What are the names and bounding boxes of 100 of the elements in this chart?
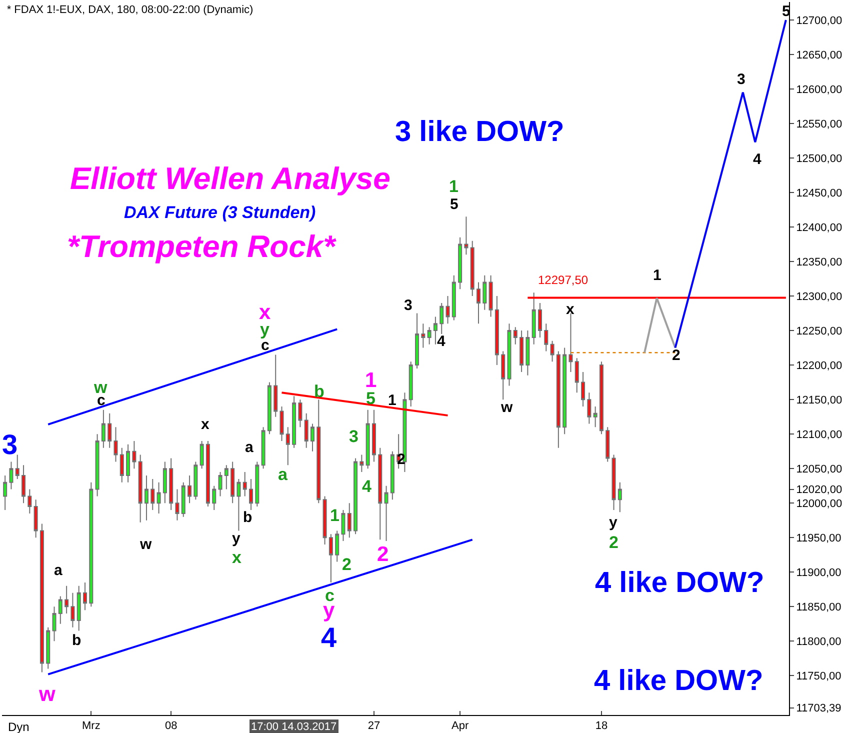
candlestick bbox=[132, 440, 136, 470]
candlestick bbox=[255, 461, 260, 508]
candlestick bbox=[366, 409, 370, 470]
annotation: 2 bbox=[342, 555, 352, 574]
y-tick-label: 12300,00 bbox=[796, 290, 842, 303]
annotation: 12297,50 bbox=[538, 273, 588, 287]
candlestick bbox=[427, 326, 432, 345]
candlestick bbox=[114, 426, 118, 462]
candlestick bbox=[390, 450, 394, 500]
candlestick bbox=[156, 482, 161, 514]
candlestick bbox=[267, 382, 272, 435]
y-tick-label: 12250,00 bbox=[796, 325, 842, 338]
candlestick bbox=[568, 312, 573, 372]
candlestick bbox=[526, 330, 530, 376]
candlestick bbox=[532, 292, 536, 345]
y-tick-label: 11750,00 bbox=[796, 670, 842, 683]
candlestick bbox=[280, 406, 284, 442]
candlestick bbox=[310, 423, 314, 452]
candlestick bbox=[175, 488, 180, 521]
candlestick bbox=[470, 240, 474, 297]
candlestick bbox=[101, 409, 106, 448]
candlestick bbox=[9, 461, 14, 490]
annotation: 4 like DOW? bbox=[595, 567, 764, 599]
candlestick bbox=[378, 447, 382, 540]
candlestick bbox=[138, 454, 142, 523]
candlestick bbox=[304, 412, 308, 448]
y-tick-label: 11950,00 bbox=[796, 532, 842, 544]
candlestick bbox=[181, 482, 186, 518]
y-tick-label: 12100,00 bbox=[796, 428, 842, 441]
x-tick-label: Apr bbox=[451, 720, 469, 732]
annotation: a bbox=[54, 562, 63, 579]
candlestick bbox=[341, 510, 346, 542]
annotation: 3 bbox=[2, 429, 18, 460]
candlestick bbox=[354, 458, 358, 535]
candlestick bbox=[206, 440, 210, 508]
candlestick bbox=[421, 323, 426, 348]
annotation: 1 bbox=[653, 267, 662, 284]
candlestick bbox=[408, 361, 413, 407]
annotation: a bbox=[278, 465, 288, 484]
x-tick-label: 27 bbox=[368, 720, 380, 732]
candlestick bbox=[550, 340, 554, 362]
y-tick-label: 11850,00 bbox=[796, 601, 842, 614]
candlestick bbox=[298, 399, 302, 428]
candlestick bbox=[236, 478, 241, 532]
annotation: b bbox=[243, 509, 252, 526]
candlestick bbox=[40, 523, 44, 673]
annotation: 3 like DOW? bbox=[395, 116, 564, 148]
candlestick bbox=[562, 347, 567, 435]
candlestick bbox=[372, 409, 376, 462]
y-tick-label: 12450,00 bbox=[796, 187, 842, 200]
annotation: c bbox=[261, 337, 270, 354]
annotation: c bbox=[325, 586, 334, 605]
y-tick-label: 12200,00 bbox=[796, 360, 842, 372]
line-series bbox=[674, 18, 787, 349]
annotation: 2 bbox=[397, 451, 406, 468]
annotation: 2 bbox=[672, 347, 680, 364]
annotation: 3 bbox=[349, 427, 358, 446]
candlestick bbox=[120, 447, 124, 483]
candlestick bbox=[618, 482, 622, 513]
candlestick bbox=[606, 426, 610, 462]
y-tick-label: 12350,00 bbox=[796, 256, 842, 268]
candlestick bbox=[599, 361, 604, 435]
candlestick bbox=[328, 534, 333, 583]
candlestick bbox=[513, 326, 518, 345]
candlestick bbox=[274, 354, 278, 418]
annotation: x bbox=[566, 301, 575, 318]
candlestick bbox=[58, 596, 62, 624]
candlestick bbox=[200, 440, 204, 470]
candlestick bbox=[360, 454, 364, 473]
y-tick-label: 12550,00 bbox=[796, 118, 842, 130]
x-tick-label: 08 bbox=[164, 720, 178, 732]
candlestick bbox=[126, 444, 130, 483]
candlestick bbox=[76, 585, 81, 632]
annotation: 3 bbox=[737, 71, 746, 88]
annotation: b bbox=[72, 632, 82, 649]
candlestick bbox=[28, 488, 32, 514]
candlestick bbox=[482, 274, 487, 310]
annotation: 1 bbox=[330, 506, 340, 525]
candlestick bbox=[440, 302, 444, 334]
candlestick bbox=[520, 330, 524, 372]
candlestick bbox=[458, 236, 462, 290]
candlestick bbox=[494, 296, 499, 366]
annotation: 5 bbox=[450, 196, 458, 213]
candlestick bbox=[249, 478, 254, 510]
candlestick bbox=[52, 606, 56, 642]
annotation: w bbox=[38, 683, 56, 706]
candlestick bbox=[556, 350, 560, 448]
annotation: w bbox=[500, 399, 513, 416]
annotation: a bbox=[245, 439, 254, 456]
candlestick bbox=[587, 392, 592, 424]
candlestick bbox=[22, 464, 26, 504]
y-tick-label: 11800,00 bbox=[796, 636, 842, 648]
candlestick bbox=[507, 323, 512, 386]
y-tick-label: 12600,00 bbox=[796, 84, 842, 96]
candlestick bbox=[230, 461, 235, 504]
y-tick-label: 12050,00 bbox=[796, 463, 842, 476]
candlestick bbox=[464, 216, 468, 256]
candlestick bbox=[612, 454, 616, 510]
candlestick bbox=[212, 485, 216, 510]
x-tick-label: 18 bbox=[595, 720, 608, 732]
